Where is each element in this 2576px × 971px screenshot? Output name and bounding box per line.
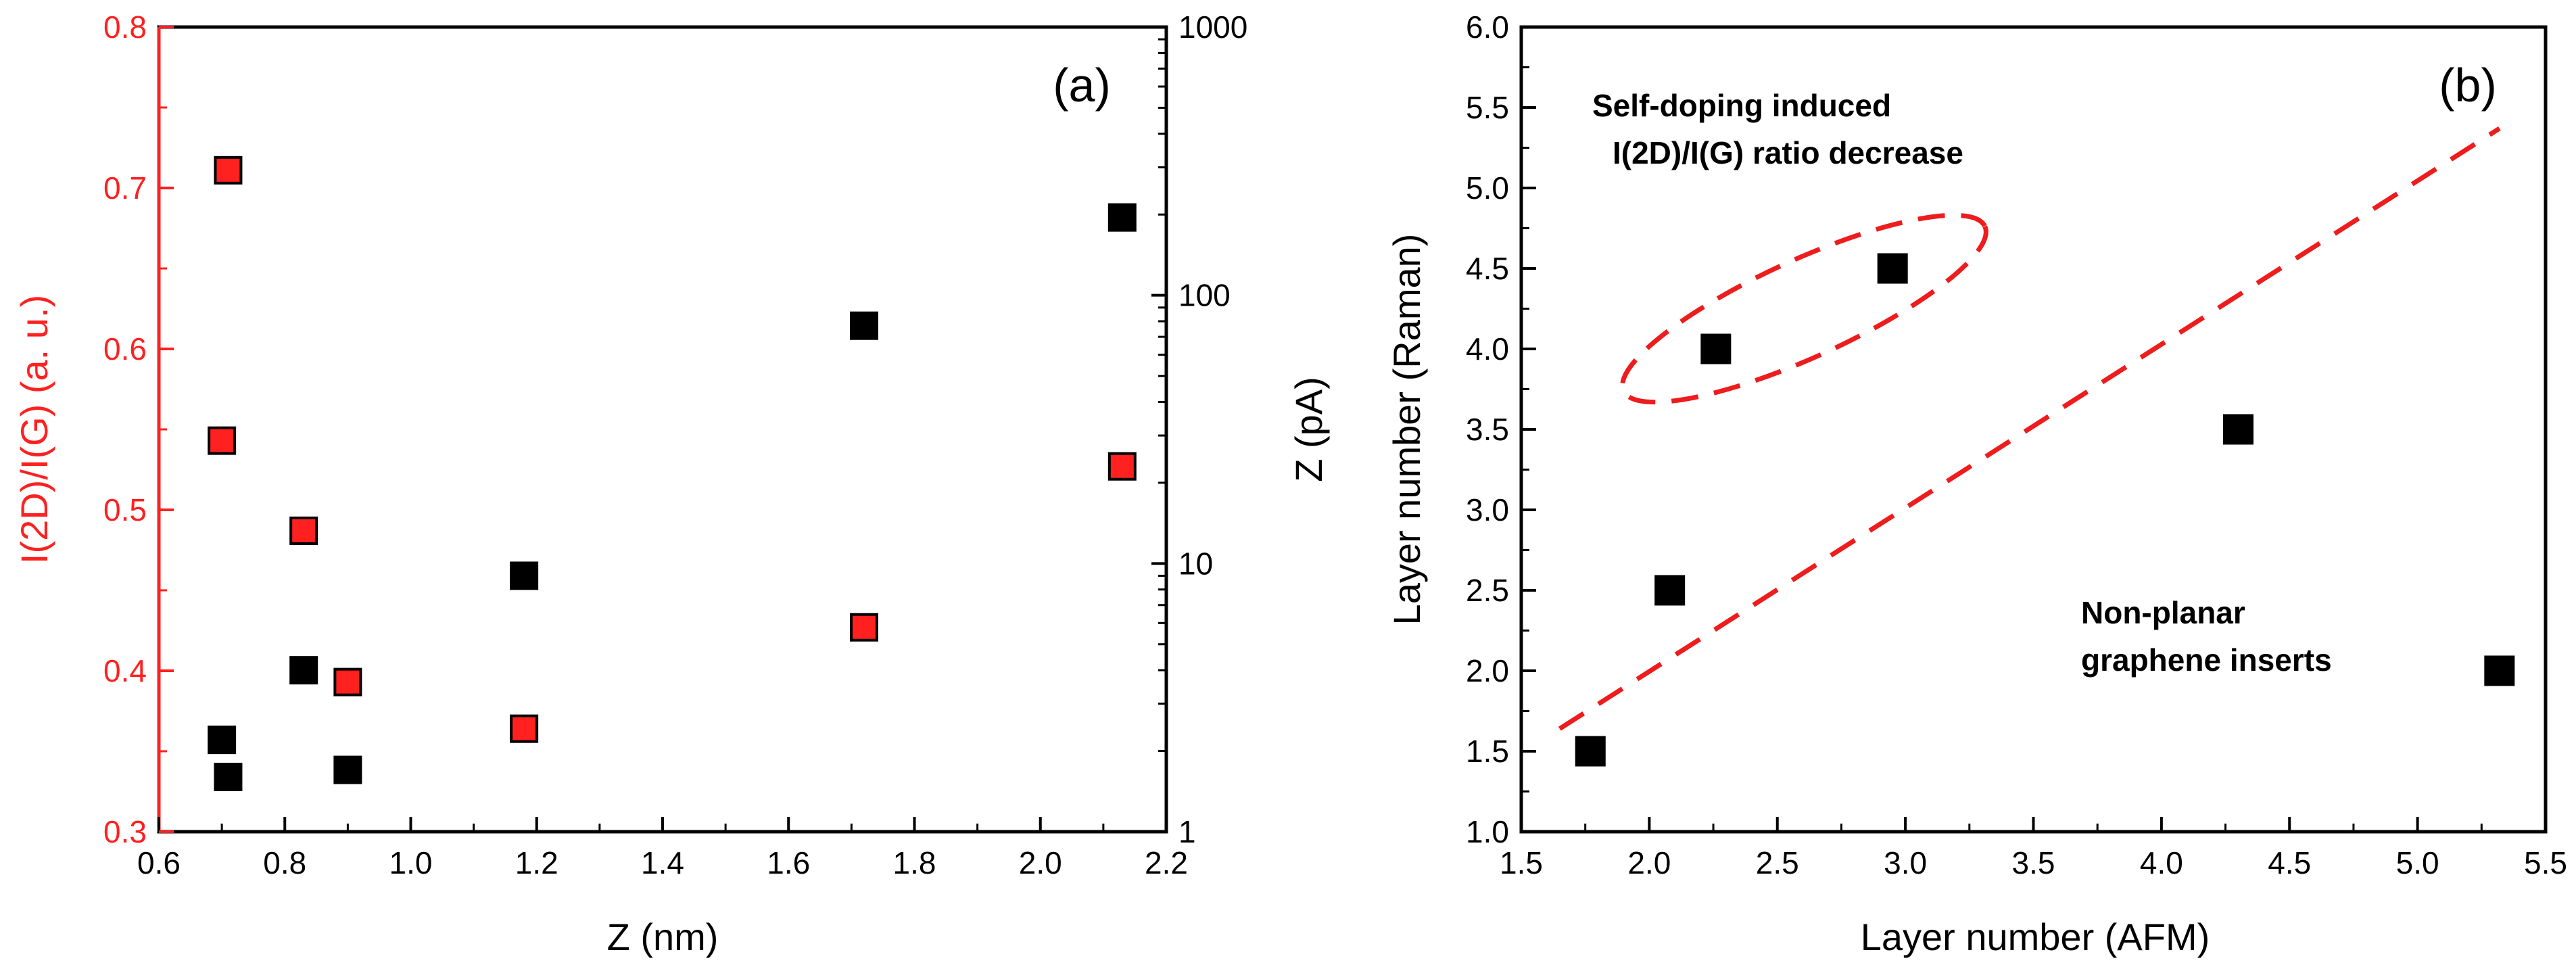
a-x-tick-label: 1.2 — [515, 845, 558, 880]
b-x-tick-label: 4.5 — [2268, 845, 2311, 880]
panel-a-ylabel-left: I(2D)/I(G) (a. u.) — [13, 295, 55, 564]
annotation-non-planar-line1: Non-planar — [2081, 595, 2245, 630]
annotation-self-doping-line1: Self-doping induced — [1592, 88, 1891, 123]
panel-a-xlabel: Z (nm) — [607, 916, 719, 958]
a-yright-tick-label: 10 — [1178, 546, 1213, 581]
b-y-tick-label: 3.0 — [1466, 492, 1509, 527]
a-point-ratio — [333, 667, 362, 696]
b-y-tick-label: 4.5 — [1466, 251, 1509, 286]
a-point-current — [333, 755, 362, 784]
b-point — [1575, 736, 1606, 767]
panel-b: 1.5 2.0 2.5 3.0 3.5 4.0 4.5 5.0 5.5 1.01.52.02.5… — [1385, 9, 2567, 958]
a-point-ratio — [208, 426, 237, 455]
b-x-tick-label: 4.0 — [2140, 845, 2183, 880]
a-yleft-tick-label: 0.8 — [103, 9, 147, 45]
a-yright-tick-label: 1000 — [1178, 9, 1247, 45]
a-point-current — [510, 561, 539, 590]
annotation-self-doping-line2: I(2D)/I(G) ratio decrease — [1613, 135, 1963, 170]
b-y-tick-label: 6.0 — [1466, 9, 1509, 45]
b-dashed-ellipse — [1620, 212, 1988, 405]
a-x-tick-label: 1.0 — [389, 845, 433, 880]
a-x-tick-label: 1.4 — [641, 845, 684, 880]
b-x-tick-label: 2.0 — [1627, 845, 1671, 880]
b-y-tick-label: 4.0 — [1466, 331, 1509, 366]
b-x-tick-label: 3.5 — [2012, 845, 2055, 880]
a-yleft-tick-label: 0.7 — [103, 170, 147, 206]
b-y-tick-label: 5.0 — [1466, 170, 1509, 206]
panel-a-frame — [157, 25, 1168, 834]
b-x-tick-label: 2.5 — [1756, 845, 1799, 880]
b-point — [2223, 414, 2253, 445]
panel-b-tag: (b) — [2439, 59, 2497, 112]
panel-b-xlabel: Layer number (AFM) — [1861, 916, 2210, 958]
b-point — [1877, 253, 1908, 284]
a-point-ratio — [510, 714, 539, 743]
annotation-non-planar-line2: graphene inserts — [2081, 642, 2332, 678]
a-point-current — [208, 726, 237, 755]
a-x-tick-label: 0.6 — [137, 845, 181, 880]
a-point-ratio — [1107, 452, 1137, 481]
b-y-tick-label: 5.5 — [1466, 90, 1509, 125]
panel-a-ylabel-right: Z (pA) — [1287, 377, 1330, 482]
b-x-tick-label: 3.0 — [1884, 845, 1927, 880]
b-x-tick-label: 1.5 — [1500, 845, 1543, 880]
a-point-current — [214, 763, 243, 792]
a-x-tick-label: 1.6 — [767, 845, 810, 880]
a-x-tick-label: 1.8 — [893, 845, 936, 880]
a-x-tick-label: 0.8 — [263, 845, 306, 880]
a-yright-tick-label: 100 — [1178, 278, 1231, 313]
b-point — [1700, 333, 1732, 364]
a-point-current — [850, 311, 878, 340]
b-x-tick-label: 5.0 — [2396, 845, 2439, 880]
a-yright-tick-label: 1 — [1178, 814, 1196, 849]
b-x-tick-label: 5.5 — [2524, 845, 2567, 880]
panel-a: 0.6 0.8 1.0 1.2 1.4 1.6 1.8 2.0 2.2 0.3 0.4 0.5 0.6… — [13, 9, 1330, 958]
b-y-tick-label: 2.5 — [1466, 573, 1509, 608]
a-yleft-tick-label: 0.4 — [103, 653, 147, 688]
a-point-ratio — [289, 516, 318, 545]
a-point-current — [289, 656, 318, 685]
b-y-tick-label: 2.0 — [1466, 653, 1509, 688]
b-y-tick-label: 3.5 — [1466, 412, 1509, 447]
a-point-ratio — [214, 156, 243, 185]
panel-b-ylabel: Layer number (Raman) — [1385, 234, 1428, 625]
a-yleft-tick-label: 0.5 — [103, 492, 147, 527]
b-point — [2484, 655, 2515, 686]
b-dashed-guide-line — [1558, 126, 2501, 731]
a-x-tick-label: 2.0 — [1019, 845, 1062, 880]
b-point — [1654, 575, 1686, 606]
a-point-ratio — [850, 613, 878, 642]
b-y-tick-label: 1.5 — [1466, 734, 1509, 769]
a-yleft-tick-label: 0.6 — [103, 331, 147, 366]
panel-a-tag: (a) — [1053, 59, 1111, 112]
a-point-current — [1107, 203, 1137, 232]
a-x-tick-label: 2.2 — [1145, 845, 1188, 880]
a-yleft-tick-label: 0.3 — [103, 814, 147, 849]
b-y-tick-label: 1.0 — [1466, 814, 1509, 849]
